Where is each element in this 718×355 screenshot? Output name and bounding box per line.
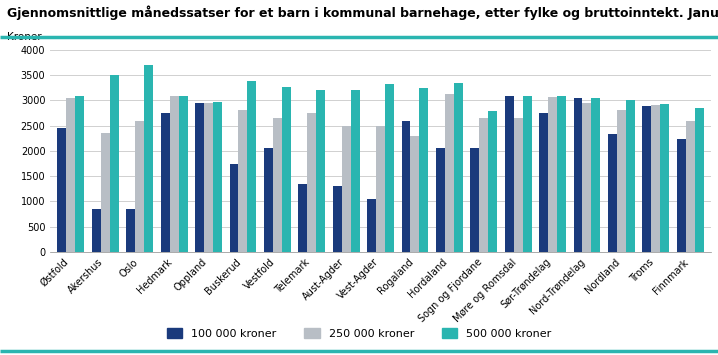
Bar: [213, 102, 222, 252]
Bar: [179, 96, 187, 252]
Bar: [557, 96, 566, 252]
Bar: [350, 90, 360, 252]
Bar: [144, 65, 153, 252]
Bar: [411, 136, 419, 252]
Bar: [307, 113, 316, 252]
Bar: [548, 97, 557, 252]
Bar: [651, 105, 661, 252]
Bar: [110, 75, 118, 252]
Bar: [582, 103, 592, 252]
Bar: [230, 164, 238, 252]
Bar: [505, 96, 513, 252]
Bar: [488, 111, 497, 252]
Bar: [126, 209, 135, 252]
Bar: [523, 96, 531, 252]
Bar: [608, 134, 617, 252]
Bar: [169, 96, 179, 252]
Bar: [195, 103, 204, 252]
Bar: [238, 110, 248, 252]
Bar: [401, 121, 411, 252]
Bar: [445, 94, 454, 252]
Bar: [57, 128, 67, 252]
Bar: [298, 184, 307, 252]
Bar: [436, 148, 445, 252]
Bar: [135, 121, 144, 252]
Bar: [470, 148, 480, 252]
Text: Gjennomsnittlige månedssatser for et barn i kommunal barnehage, etter fylke og b: Gjennomsnittlige månedssatser for et bar…: [7, 5, 718, 20]
Bar: [248, 81, 256, 252]
Bar: [677, 139, 686, 252]
Bar: [92, 209, 101, 252]
Bar: [101, 133, 110, 252]
Bar: [694, 108, 704, 252]
Bar: [273, 118, 281, 252]
Bar: [419, 88, 429, 252]
Bar: [67, 98, 75, 252]
Bar: [204, 103, 213, 252]
Bar: [75, 96, 84, 252]
Text: Kroner: Kroner: [7, 32, 42, 42]
Bar: [661, 104, 669, 252]
Bar: [316, 90, 325, 252]
Bar: [281, 87, 291, 252]
Bar: [342, 126, 350, 252]
Bar: [539, 113, 548, 252]
Bar: [513, 118, 523, 252]
Bar: [643, 106, 651, 252]
Bar: [385, 83, 394, 252]
Legend: 100 000 kroner, 250 000 kroner, 500 000 kroner: 100 000 kroner, 250 000 kroner, 500 000 …: [167, 328, 551, 339]
Bar: [376, 126, 385, 252]
Bar: [686, 121, 694, 252]
Bar: [592, 98, 600, 252]
Bar: [574, 98, 582, 252]
Bar: [367, 199, 376, 252]
Bar: [617, 110, 626, 252]
Bar: [626, 100, 635, 252]
Bar: [480, 118, 488, 252]
Bar: [332, 186, 342, 252]
Bar: [161, 113, 169, 252]
Bar: [264, 148, 273, 252]
Bar: [454, 83, 463, 252]
